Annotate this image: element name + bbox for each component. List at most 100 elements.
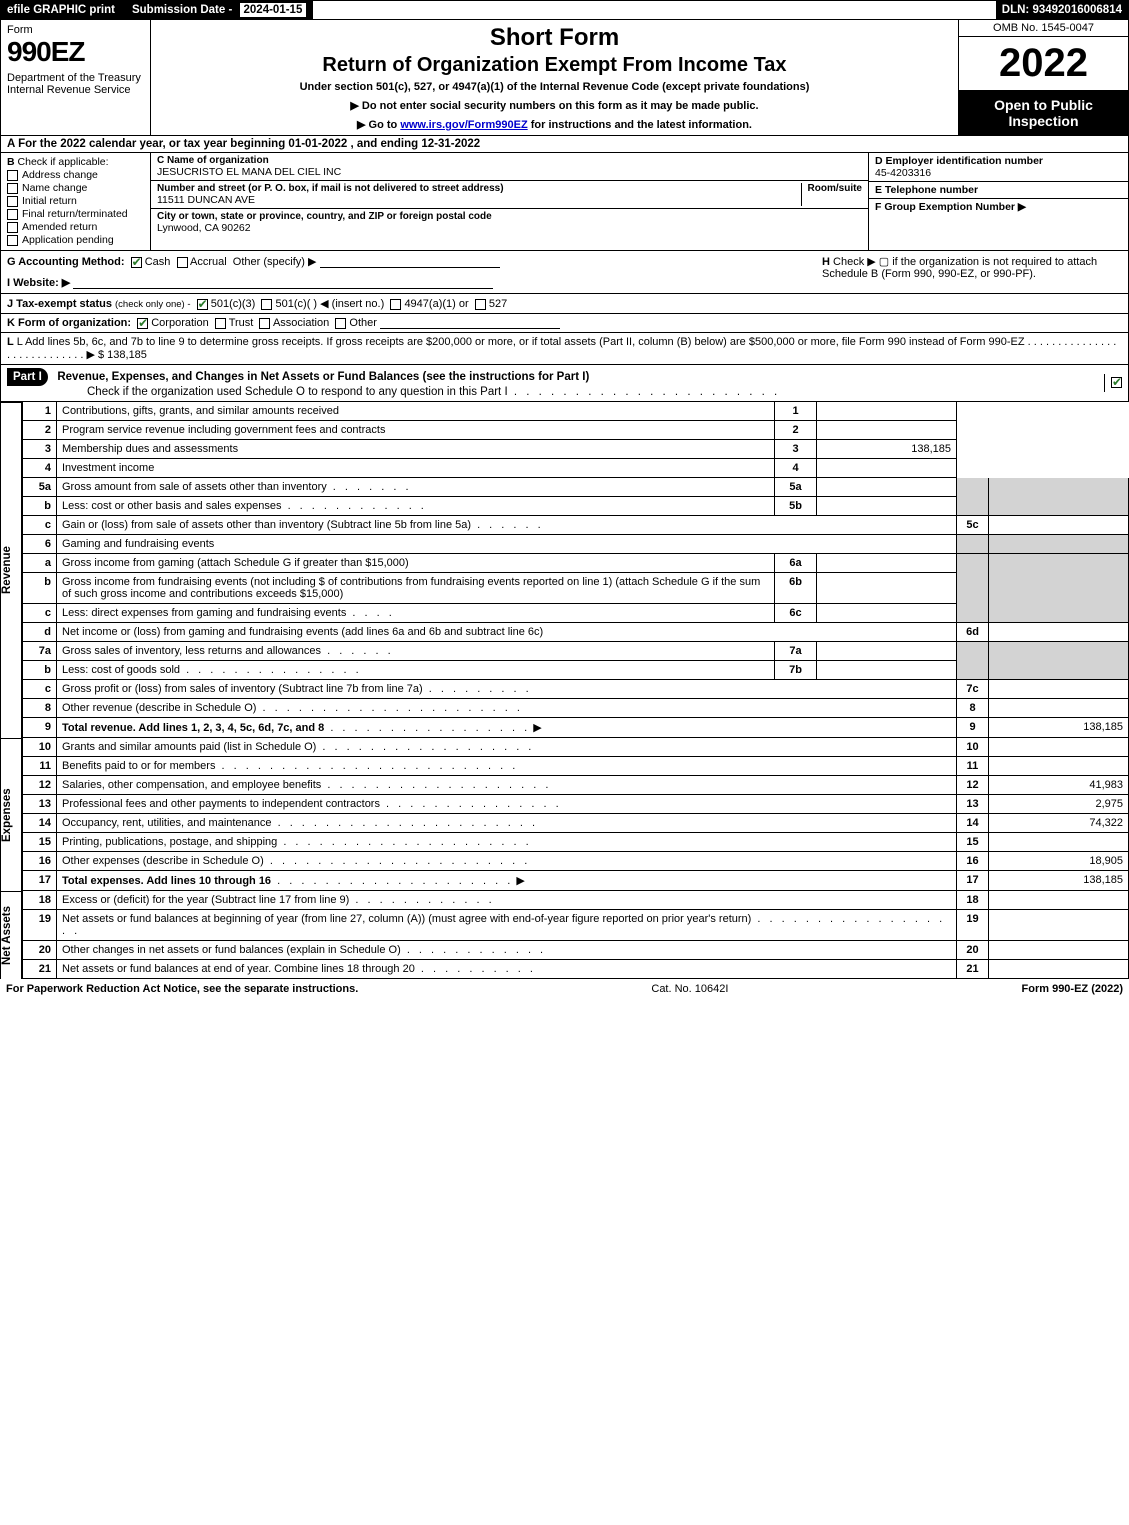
line-9: 9Total revenue. Add lines 1, 2, 3, 4, 5c… xyxy=(23,718,1129,738)
irs-link[interactable]: www.irs.gov/Form990EZ xyxy=(400,119,527,131)
line-16: 16Other expenses (describe in Schedule O… xyxy=(23,852,1129,871)
line-8: 8Other revenue (describe in Schedule O) … xyxy=(23,699,1129,718)
part1-header-row: Part I Revenue, Expenses, and Changes in… xyxy=(0,365,1129,402)
section-b: B Check if applicable: Address change Na… xyxy=(1,153,151,250)
part1-subtitle: Check if the organization used Schedule … xyxy=(87,386,508,398)
header-title-block: Short Form Return of Organization Exempt… xyxy=(151,20,958,135)
line-6a: aGross income from gaming (attach Schedu… xyxy=(23,554,1129,573)
chk-corporation[interactable] xyxy=(137,318,148,329)
line-15: 15Printing, publications, postage, and s… xyxy=(23,833,1129,852)
chk-initial-return[interactable] xyxy=(7,196,18,207)
chk-association[interactable] xyxy=(259,318,270,329)
line-18: 18Excess or (deficit) for the year (Subt… xyxy=(23,891,1129,910)
dept-treasury: Department of the Treasury Internal Reve… xyxy=(7,72,144,96)
netassets-table: 18Excess or (deficit) for the year (Subt… xyxy=(22,891,1129,979)
form-header: Form 990EZ Department of the Treasury In… xyxy=(0,19,1129,136)
revenue-side-label: Revenue xyxy=(0,402,22,738)
line-6d: dNet income or (loss) from gaming and fu… xyxy=(23,623,1129,642)
expenses-side-label: Expenses xyxy=(0,738,22,891)
website-blank xyxy=(73,277,493,289)
omb-number: OMB No. 1545-0047 xyxy=(959,20,1128,37)
line-4: 4Investment income4 xyxy=(23,459,1129,478)
line-19: 19Net assets or fund balances at beginni… xyxy=(23,910,1129,941)
form-word: Form xyxy=(7,24,144,36)
chk-final-return[interactable] xyxy=(7,209,18,220)
city-state-zip: Lynwood, CA 90262 xyxy=(157,222,862,234)
revenue-table: 1Contributions, gifts, grants, and simil… xyxy=(22,402,1129,738)
street-address: 11511 DUNCAN AVE xyxy=(157,194,793,206)
open-to-public: Open to Public Inspection xyxy=(959,91,1128,135)
other-org-blank xyxy=(380,317,560,329)
gross-receipts: 138,185 xyxy=(107,349,147,361)
header-right: OMB No. 1545-0047 2022 Open to Public In… xyxy=(958,20,1128,135)
street-label: Number and street (or P. O. box, if mail… xyxy=(157,183,793,194)
line-6: 6Gaming and fundraising events xyxy=(23,535,1129,554)
section-h: H Check ▶ ▢ if the organization is not r… xyxy=(822,255,1122,289)
chk-application-pending[interactable] xyxy=(7,235,18,246)
chk-accrual[interactable] xyxy=(177,257,188,268)
part1-title: Revenue, Expenses, and Changes in Net As… xyxy=(57,371,589,383)
page-footer: For Paperwork Reduction Act Notice, see … xyxy=(0,979,1129,999)
website-label: I Website: ▶ xyxy=(7,277,70,289)
group-exemption-label: F Group Exemption Number ▶ xyxy=(875,201,1026,213)
line-21: 21Net assets or fund balances at end of … xyxy=(23,960,1129,979)
netassets-side-label: Net Assets xyxy=(0,891,22,979)
revenue-block: Revenue 1Contributions, gifts, grants, a… xyxy=(0,402,1129,738)
efile-graphic-print[interactable]: efile GRAPHIC print xyxy=(1,1,122,19)
instr-goto: ▶ Go to www.irs.gov/Form990EZ for instru… xyxy=(159,118,950,131)
line-17: 17Total expenses. Add lines 10 through 1… xyxy=(23,871,1129,891)
phone-label: E Telephone number xyxy=(875,184,1122,196)
room-suite-label: Room/suite xyxy=(808,183,862,194)
section-k: K Form of organization: Corporation Trus… xyxy=(0,314,1129,333)
line-10: 10Grants and similar amounts paid (list … xyxy=(23,738,1129,757)
form-ref: Form 990-EZ (2022) xyxy=(1022,983,1123,995)
ein-value: 45-4203316 xyxy=(875,167,1122,179)
chk-4947a1[interactable] xyxy=(390,299,401,310)
line-7c: cGross profit or (loss) from sales of in… xyxy=(23,680,1129,699)
line-1: 1Contributions, gifts, grants, and simil… xyxy=(23,402,1129,421)
tax-year: 2022 xyxy=(959,37,1128,91)
sections-def: D Employer identification number 45-4203… xyxy=(868,153,1128,250)
chk-name-change[interactable] xyxy=(7,183,18,194)
chk-527[interactable] xyxy=(475,299,486,310)
line-5a: 5aGross amount from sale of assets other… xyxy=(23,478,1129,497)
section-g: G Accounting Method: Cash Accrual Other … xyxy=(7,255,822,289)
city-label: City or town, state or province, country… xyxy=(157,211,862,222)
ein-label: D Employer identification number xyxy=(875,155,1122,167)
netassets-block: Net Assets 18Excess or (deficit) for the… xyxy=(0,891,1129,979)
line-3: 3Membership dues and assessments3138,185 xyxy=(23,440,1129,459)
paperwork-notice: For Paperwork Reduction Act Notice, see … xyxy=(6,983,358,995)
chk-501c3[interactable] xyxy=(197,299,208,310)
header-left: Form 990EZ Department of the Treasury In… xyxy=(1,20,151,135)
chk-amended-return[interactable] xyxy=(7,222,18,233)
section-l: L L Add lines 5b, 6c, and 7b to line 9 t… xyxy=(0,333,1129,365)
line-13: 13Professional fees and other payments t… xyxy=(23,795,1129,814)
return-title: Return of Organization Exempt From Incom… xyxy=(159,54,950,77)
org-name-label: C Name of organization xyxy=(157,155,862,166)
section-j: J Tax-exempt status (check only one) - 5… xyxy=(0,294,1129,314)
line-5c: cGain or (loss) from sale of assets othe… xyxy=(23,516,1129,535)
section-a: A For the 2022 calendar year, or tax yea… xyxy=(0,136,1129,153)
other-method-blank xyxy=(320,256,500,268)
chk-address-change[interactable] xyxy=(7,170,18,181)
chk-other-org[interactable] xyxy=(335,318,346,329)
top-bar: efile GRAPHIC print Submission Date - 20… xyxy=(0,0,1129,19)
line-7a: 7aGross sales of inventory, less returns… xyxy=(23,642,1129,661)
chk-cash[interactable] xyxy=(131,257,142,268)
part1-sched-o-check[interactable] xyxy=(1104,374,1128,392)
chk-501c[interactable] xyxy=(261,299,272,310)
expenses-block: Expenses 10Grants and similar amounts pa… xyxy=(0,738,1129,891)
cat-no: Cat. No. 10642I xyxy=(651,983,728,995)
line-2: 2Program service revenue including gover… xyxy=(23,421,1129,440)
line-20: 20Other changes in net assets or fund ba… xyxy=(23,941,1129,960)
line-14: 14Occupancy, rent, utilities, and mainte… xyxy=(23,814,1129,833)
part1-label: Part I xyxy=(7,368,48,386)
line-12: 12Salaries, other compensation, and empl… xyxy=(23,776,1129,795)
short-form-title: Short Form xyxy=(159,24,950,52)
instr-ssn: ▶ Do not enter social security numbers o… xyxy=(159,99,950,112)
org-name: JESUCRISTO EL MANA DEL CIEL INC xyxy=(157,166,862,178)
under-section: Under section 501(c), 527, or 4947(a)(1)… xyxy=(159,81,950,93)
sections-bcdef: B Check if applicable: Address change Na… xyxy=(0,153,1129,251)
chk-trust[interactable] xyxy=(215,318,226,329)
form-number: 990EZ xyxy=(7,36,144,68)
